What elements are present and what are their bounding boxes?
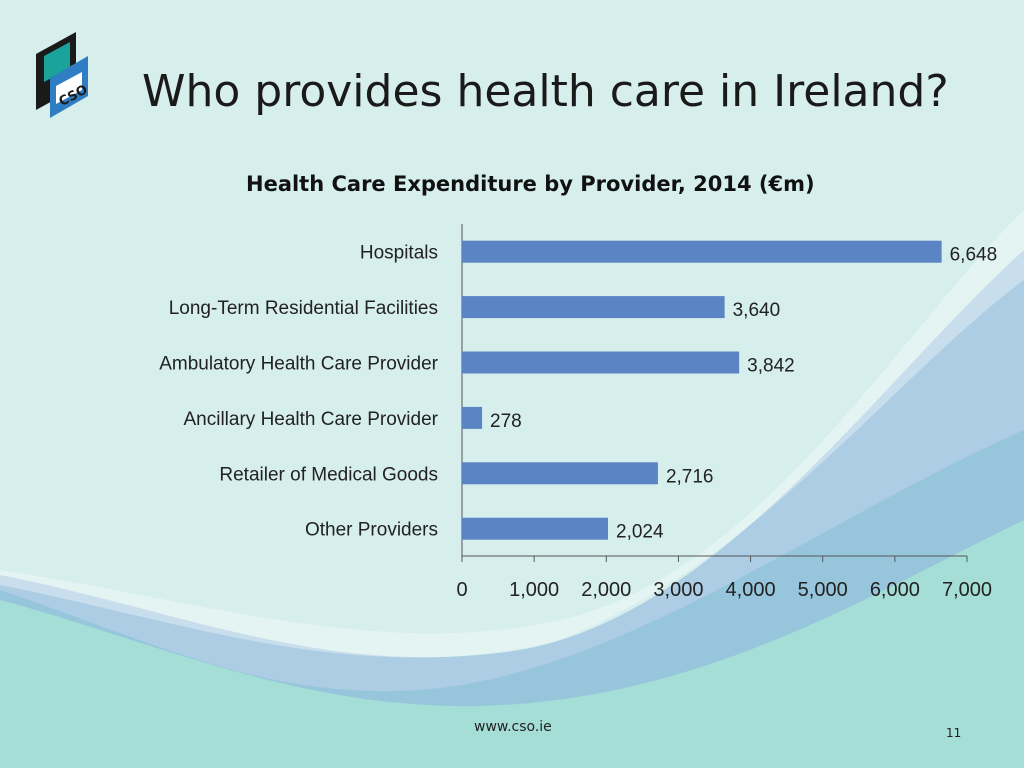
data-label: 6,648 bbox=[950, 245, 998, 266]
slide-title: Who provides health care in Ireland? bbox=[142, 66, 949, 117]
x-tick-label: 3,000 bbox=[653, 579, 703, 601]
x-tick-label: 0 bbox=[456, 579, 467, 601]
page-number: 11 bbox=[946, 726, 962, 740]
data-label: 2,024 bbox=[616, 522, 664, 543]
x-tick-label: 1,000 bbox=[509, 579, 559, 601]
x-tick-label: 5,000 bbox=[798, 579, 848, 601]
bar bbox=[462, 406, 483, 429]
x-tick-label: 2,000 bbox=[581, 579, 631, 601]
wave-blue bbox=[0, 250, 1024, 707]
category-label: Ancillary Health Care Provider bbox=[184, 409, 439, 430]
data-label: 278 bbox=[490, 411, 522, 432]
bar bbox=[462, 462, 658, 485]
x-tick-label: 4,000 bbox=[726, 579, 776, 601]
x-tick-label: 7,000 bbox=[942, 579, 992, 601]
x-tick-label: 6,000 bbox=[870, 579, 920, 601]
data-label: 3,842 bbox=[747, 356, 795, 377]
category-label: Other Providers bbox=[305, 520, 438, 541]
bar bbox=[462, 240, 942, 263]
bar bbox=[462, 296, 725, 319]
category-label: Long-Term Residential Facilities bbox=[169, 298, 438, 319]
chart-title: Health Care Expenditure by Provider, 201… bbox=[246, 172, 815, 196]
data-label: 3,640 bbox=[733, 300, 781, 321]
wave-teal bbox=[0, 430, 1024, 768]
bar bbox=[462, 517, 609, 540]
category-label: Ambulatory Health Care Provider bbox=[159, 354, 438, 375]
footer-url: www.cso.ie bbox=[474, 719, 552, 735]
category-label: Retailer of Medical Goods bbox=[219, 464, 438, 485]
category-label: Hospitals bbox=[360, 243, 438, 264]
cso-logo-icon: CSO bbox=[36, 32, 90, 118]
bar bbox=[462, 351, 740, 374]
data-label: 2,716 bbox=[666, 466, 714, 487]
